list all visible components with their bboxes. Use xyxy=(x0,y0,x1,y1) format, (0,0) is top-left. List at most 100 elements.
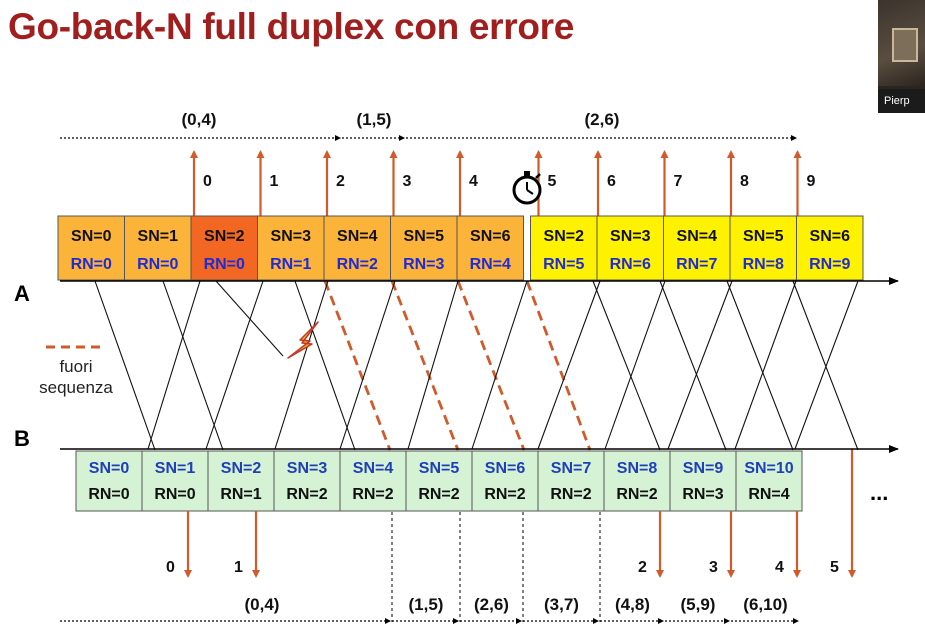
slide-title: Go-back-N full duplex con errore xyxy=(8,6,575,47)
b-frame: SN=2 RN=1 xyxy=(207,450,275,512)
a-ack-label: 5 xyxy=(548,173,557,190)
a-window-label: (1,5) xyxy=(357,110,392,129)
b-ack-label: 1 xyxy=(234,559,243,576)
a-frame-rn: RN=5 xyxy=(543,256,584,273)
b-frame-rn: RN=0 xyxy=(88,486,129,503)
a-frame-rn: RN=0 xyxy=(71,256,112,273)
participant-webcam-thumbnail[interactable]: Pierp xyxy=(878,0,925,113)
b-frame-rn: RN=2 xyxy=(550,486,591,503)
b-frame-sn: SN=7 xyxy=(551,460,592,477)
b-frame-box xyxy=(405,450,473,512)
b-frame: SN=7 RN=2 xyxy=(537,450,605,512)
b-frame: SN=5 RN=2 xyxy=(405,450,473,512)
b-frame-box xyxy=(207,450,275,512)
b-to-a-frame-line xyxy=(537,280,601,450)
a-ack-label: 6 xyxy=(607,173,616,190)
a-frame-sn: SN=4 xyxy=(677,228,718,245)
station-a-frames: SN=0 RN=0 SN=1 RN=0 SN=2 RN=0 SN=3 RN=1 SN=4 RN=2… xyxy=(57,215,864,281)
a-window-label: (0,4) xyxy=(182,110,217,129)
station-b-label: B xyxy=(14,426,30,451)
a-frame: SN=2 RN=0 xyxy=(190,215,258,281)
a-frame-sn: SN=2 xyxy=(204,228,245,245)
a-frame-sn: SN=3 xyxy=(610,228,651,245)
station-b-window-labels: (0,4) (1,5) (2,6) (3,7) (4,8) (5,9) (6,10) xyxy=(60,512,799,624)
b-frame-box xyxy=(339,450,407,512)
a-frame-rn: RN=1 xyxy=(270,256,311,273)
a-frame-sn: SN=4 xyxy=(337,228,378,245)
b-frame: SN=4 RN=2 xyxy=(339,450,407,512)
a-frame-box xyxy=(596,215,664,281)
b-frame-sn: SN=4 xyxy=(353,460,394,477)
legend-label-line1: fuori xyxy=(59,357,92,376)
a-frame-sn: SN=6 xyxy=(470,228,511,245)
b-frame-box xyxy=(471,450,539,512)
a-frame-box xyxy=(663,215,731,281)
b-window-label: (1,5) xyxy=(409,595,444,614)
b-to-a-frame-line xyxy=(794,280,859,450)
b-window-label: (0,4) xyxy=(245,595,280,614)
b-ack-label: 2 xyxy=(638,559,647,576)
a-frame: SN=4 RN=7 xyxy=(663,215,731,281)
a-frame-rn: RN=0 xyxy=(204,256,245,273)
a-ack-label: 1 xyxy=(270,173,279,190)
a-to-b-frame-line xyxy=(456,280,526,451)
b-frame-rn: RN=2 xyxy=(616,486,657,503)
a-to-b-frame-line xyxy=(94,280,156,451)
b-frame: SN=0 RN=0 xyxy=(75,450,143,512)
b-frame-box xyxy=(273,450,341,512)
a-frame: SN=6 RN=4 xyxy=(456,215,524,281)
b-window-label: (3,7) xyxy=(544,595,579,614)
b-frame-sn: SN=9 xyxy=(683,460,724,477)
a-ack-label: 2 xyxy=(336,173,345,190)
a-to-b-frame-line xyxy=(390,280,460,451)
b-frame-sn: SN=3 xyxy=(287,460,328,477)
a-frame-rn: RN=8 xyxy=(743,256,784,273)
a-ack-label: 4 xyxy=(469,173,478,190)
b-ack-label: 0 xyxy=(166,559,175,576)
b-frame: SN=9 RN=3 xyxy=(669,450,737,512)
a-ack-label: 3 xyxy=(403,173,412,190)
b-to-a-frame-line xyxy=(734,280,797,450)
b-frame-rn: RN=2 xyxy=(352,486,393,503)
a-frame-box xyxy=(530,215,598,281)
b-frame-sn: SN=5 xyxy=(419,460,460,477)
b-frame-box xyxy=(669,450,737,512)
frame-transmission-lines xyxy=(94,280,859,451)
b-frame-rn: RN=0 xyxy=(154,486,195,503)
b-frame-rn: RN=2 xyxy=(418,486,459,503)
b-to-a-frame-line xyxy=(274,280,329,450)
a-frame-box xyxy=(257,215,325,281)
a-ack-label: 9 xyxy=(807,173,816,190)
a-frame-box xyxy=(124,215,192,281)
a-ack-label: 8 xyxy=(740,173,749,190)
b-frame-rn: RN=2 xyxy=(484,486,525,503)
a-frame-rn: RN=7 xyxy=(676,256,717,273)
b-frame-box xyxy=(603,450,671,512)
b-to-a-frame-line xyxy=(407,280,459,450)
a-to-b-frame-line xyxy=(592,280,661,451)
a-frame-rn: RN=2 xyxy=(337,256,378,273)
a-ack-label: 0 xyxy=(203,173,212,190)
b-to-a-frame-line xyxy=(147,280,201,450)
b-frame: SN=3 RN=2 xyxy=(273,450,341,512)
a-frame: SN=5 RN=8 xyxy=(729,215,797,281)
station-b-frames: SN=0 RN=0 SN=1 RN=0 SN=2 RN=1 SN=3 RN=2 SN=4 RN=2… xyxy=(75,450,803,512)
a-frame: SN=2 RN=5 xyxy=(530,215,598,281)
a-frame-sn: SN=6 xyxy=(810,228,851,245)
b-frame-sn: SN=1 xyxy=(155,460,196,477)
b-frame-box xyxy=(141,450,209,512)
b-to-a-frame-line xyxy=(667,280,733,450)
b-frame-box xyxy=(537,450,605,512)
b-frame-rn: RN=4 xyxy=(748,486,789,503)
a-frame: SN=6 RN=9 xyxy=(796,215,864,281)
a-frame-sn: SN=5 xyxy=(404,228,445,245)
b-frame-sn: SN=2 xyxy=(221,460,262,477)
a-to-b-frame-line xyxy=(162,280,224,451)
b-to-a-frame-line xyxy=(604,280,666,450)
b-frame-sn: SN=8 xyxy=(617,460,658,477)
a-frame-box xyxy=(323,215,391,281)
participant-name: Pierp xyxy=(878,89,925,113)
webcam-background-picture xyxy=(892,28,918,62)
b-frame: SN=10 RN=4 xyxy=(735,450,803,512)
